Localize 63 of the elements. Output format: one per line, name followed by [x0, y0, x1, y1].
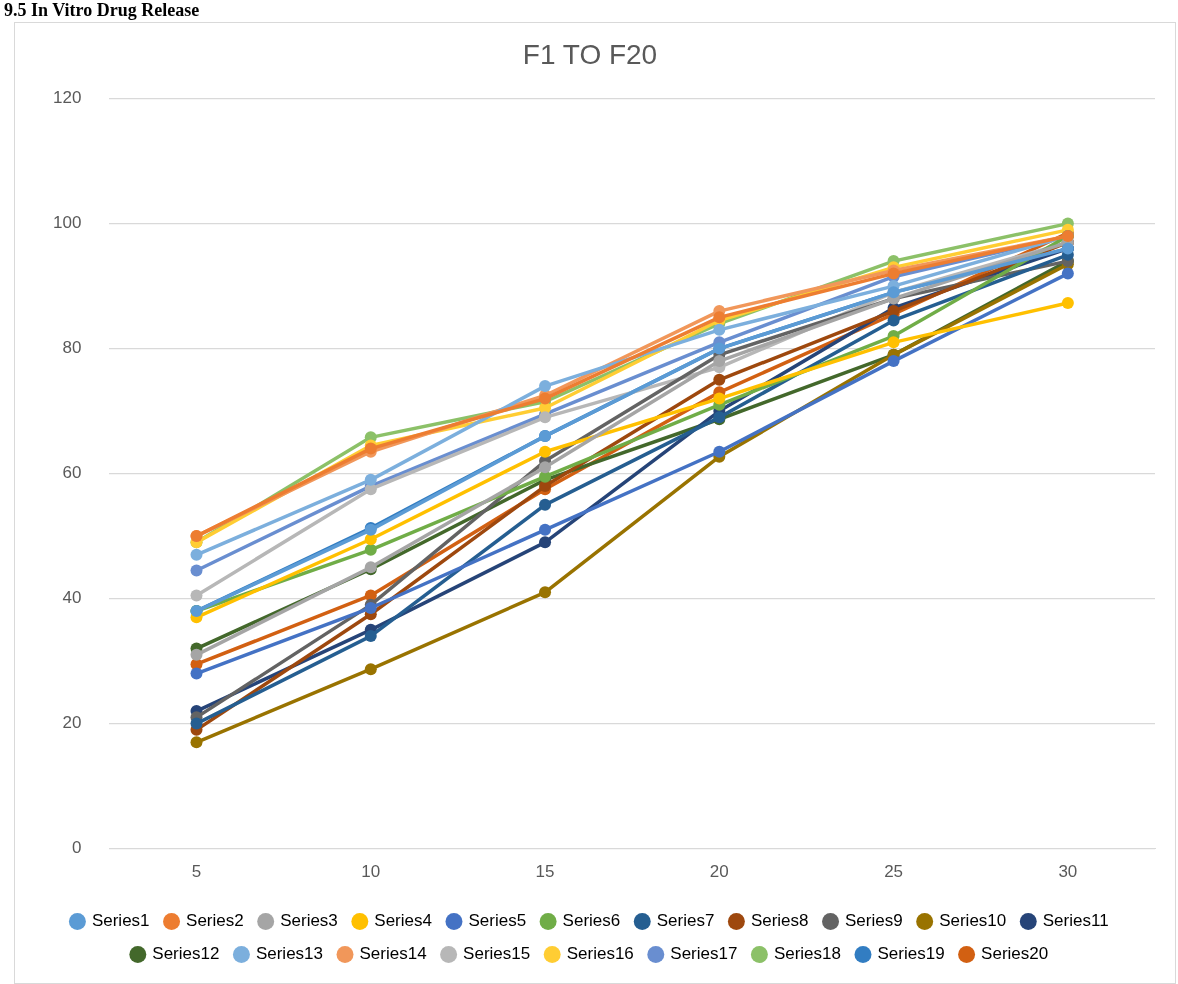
- point: [887, 355, 900, 368]
- point: [190, 667, 203, 680]
- legend-label: Series4: [374, 911, 432, 931]
- x-tick-label: 30: [1058, 862, 1078, 882]
- legend-label: Series6: [562, 911, 621, 931]
- legend-label: Series15: [463, 944, 531, 964]
- y-tick-label: 0: [71, 838, 82, 858]
- point: [887, 314, 900, 327]
- legend-label: Series13: [255, 944, 324, 964]
- point: [190, 648, 203, 661]
- point: [539, 536, 552, 549]
- legend-label: Series17: [670, 944, 738, 964]
- point: [539, 498, 552, 511]
- point: [539, 445, 552, 458]
- y-tick-label: 40: [62, 588, 82, 608]
- legend-label: Series16: [566, 944, 634, 964]
- point: [539, 461, 552, 474]
- point: [190, 736, 203, 749]
- point: [364, 473, 377, 486]
- point: [539, 380, 552, 393]
- point: [713, 392, 726, 405]
- point: [364, 630, 377, 643]
- point: [364, 543, 377, 556]
- legend-label: Series10: [939, 911, 1007, 931]
- chart-title: F1 TO F20: [522, 38, 658, 70]
- legend-label: Series3: [280, 911, 338, 931]
- legend-label: Series5: [468, 911, 527, 931]
- point: [190, 717, 203, 730]
- point: [887, 336, 900, 349]
- y-tick-label: 60: [62, 463, 82, 483]
- point: [539, 586, 552, 599]
- x-tick-label: 15: [535, 862, 555, 882]
- y-tick-label: 20: [62, 713, 82, 733]
- point: [364, 663, 377, 676]
- point: [713, 355, 726, 368]
- point: [1061, 267, 1074, 280]
- legend-label: Series8: [750, 911, 809, 931]
- text: 9.5 In Vitro Drug Release: [4, 0, 200, 21]
- x-tick-label: 25: [884, 862, 904, 882]
- y-tick-label: 80: [62, 338, 82, 358]
- legend-label: Series1: [91, 911, 150, 931]
- x-tick-label: 20: [709, 862, 729, 882]
- point: [190, 589, 203, 602]
- y-tick-label: 100: [52, 213, 82, 233]
- x-tick-label: 5: [191, 862, 202, 882]
- x-tick-label: 10: [361, 862, 381, 882]
- point: [713, 323, 726, 336]
- point: [713, 373, 726, 386]
- legend-label: Series11: [1042, 911, 1109, 931]
- legend-label: Series9: [845, 911, 903, 931]
- point: [190, 548, 203, 561]
- legend-label: Series18: [773, 944, 841, 964]
- point: [713, 445, 726, 458]
- y-tick-label: 120: [52, 88, 82, 108]
- legend-label: Series20: [981, 944, 1049, 964]
- point: [190, 564, 203, 577]
- legend-label: Series14: [359, 944, 427, 964]
- point: [1061, 296, 1074, 309]
- point: [539, 523, 552, 536]
- legend-label: Series19: [877, 944, 945, 964]
- legend-label: Series2: [186, 911, 244, 931]
- legend-label: Series12: [152, 944, 220, 964]
- legend-label: Series7: [656, 911, 715, 931]
